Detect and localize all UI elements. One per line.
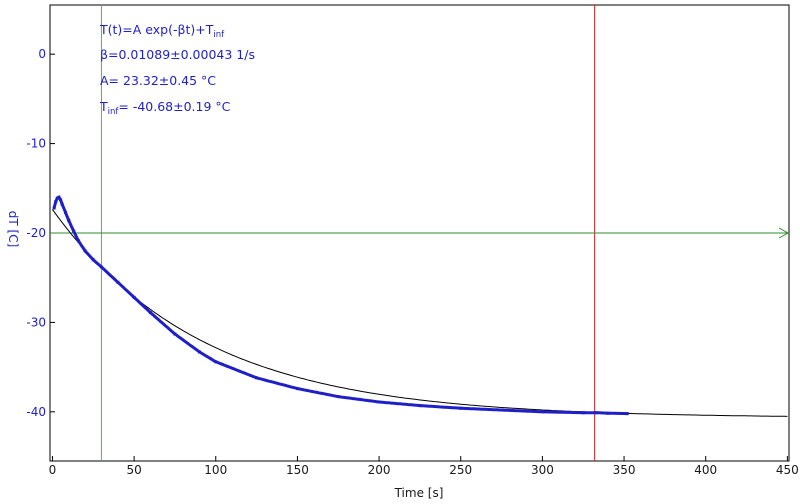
measured-point [255, 376, 259, 380]
measured-point [148, 311, 152, 315]
x-axis-title: Time [s] [394, 486, 444, 500]
measured-point [197, 350, 201, 354]
measured-point [83, 249, 87, 253]
measured-point [418, 404, 422, 408]
fit-equation: T(t)=A exp(-βt)+Tinf [99, 22, 225, 40]
measured-point [581, 411, 585, 415]
fit-tinf: Tinf= -40.68±0.19 °C [99, 99, 231, 117]
measured-series [52, 195, 629, 416]
x-tick-label: 200 [368, 463, 391, 477]
measured-point [295, 387, 299, 391]
measured-point [214, 360, 218, 364]
x-tick-label: 0 [49, 463, 57, 477]
x-axis-ticks: 0 50 100 150 200 250 300 350 400 450 [49, 456, 799, 477]
cursor-arrowhead [778, 227, 790, 239]
x-tick-label: 250 [449, 463, 472, 477]
x-tick-label: 350 [613, 463, 636, 477]
measured-point [625, 412, 629, 416]
fit-curve [51, 209, 788, 417]
measured-point [606, 411, 610, 415]
y-tick-label: -20 [26, 226, 46, 240]
measured-point [500, 408, 504, 412]
fit-amplitude: A= 23.32±0.45 °C [100, 73, 216, 88]
x-tick-label: 300 [531, 463, 554, 477]
measured-point [77, 239, 81, 243]
measured-point [459, 406, 463, 410]
measured-point [99, 265, 103, 269]
measured-point [54, 200, 58, 204]
measured-point [336, 395, 340, 399]
x-tick-label: 400 [694, 463, 717, 477]
cursor-lines [50, 5, 790, 461]
x-tick-label: 150 [286, 463, 309, 477]
x-tick-label: 100 [204, 463, 227, 477]
x-tick-label: 450 [776, 463, 799, 477]
measured-point [132, 295, 136, 299]
measured-point [540, 410, 544, 414]
measured-point [55, 196, 59, 200]
measured-point [60, 202, 64, 206]
measured-point [91, 258, 95, 262]
y-tick-label: -10 [26, 137, 46, 151]
y-tick-label: -40 [26, 405, 46, 419]
measured-point [57, 195, 61, 199]
y-tick-label: -30 [26, 315, 46, 329]
fit-beta: β=0.01089±0.00043 1/s [100, 47, 255, 62]
measured-point [377, 400, 381, 404]
x-tick-label: 50 [126, 463, 141, 477]
measured-point [52, 206, 56, 210]
fit-annotation: T(t)=A exp(-βt)+Tinf β=0.01089±0.00043 1… [99, 22, 255, 117]
measured-point [64, 210, 67, 214]
measured-point [116, 280, 120, 284]
measured-point [72, 229, 76, 233]
measured-point [594, 411, 598, 415]
y-axis-ticks: 0 -10 -20 -30 -40 [26, 47, 55, 419]
measured-point [67, 219, 71, 222]
measured-point [173, 332, 177, 336]
y-tick-label: 0 [38, 47, 46, 61]
y-axis-title: dT [C] [6, 211, 20, 248]
measured-point [59, 198, 63, 202]
